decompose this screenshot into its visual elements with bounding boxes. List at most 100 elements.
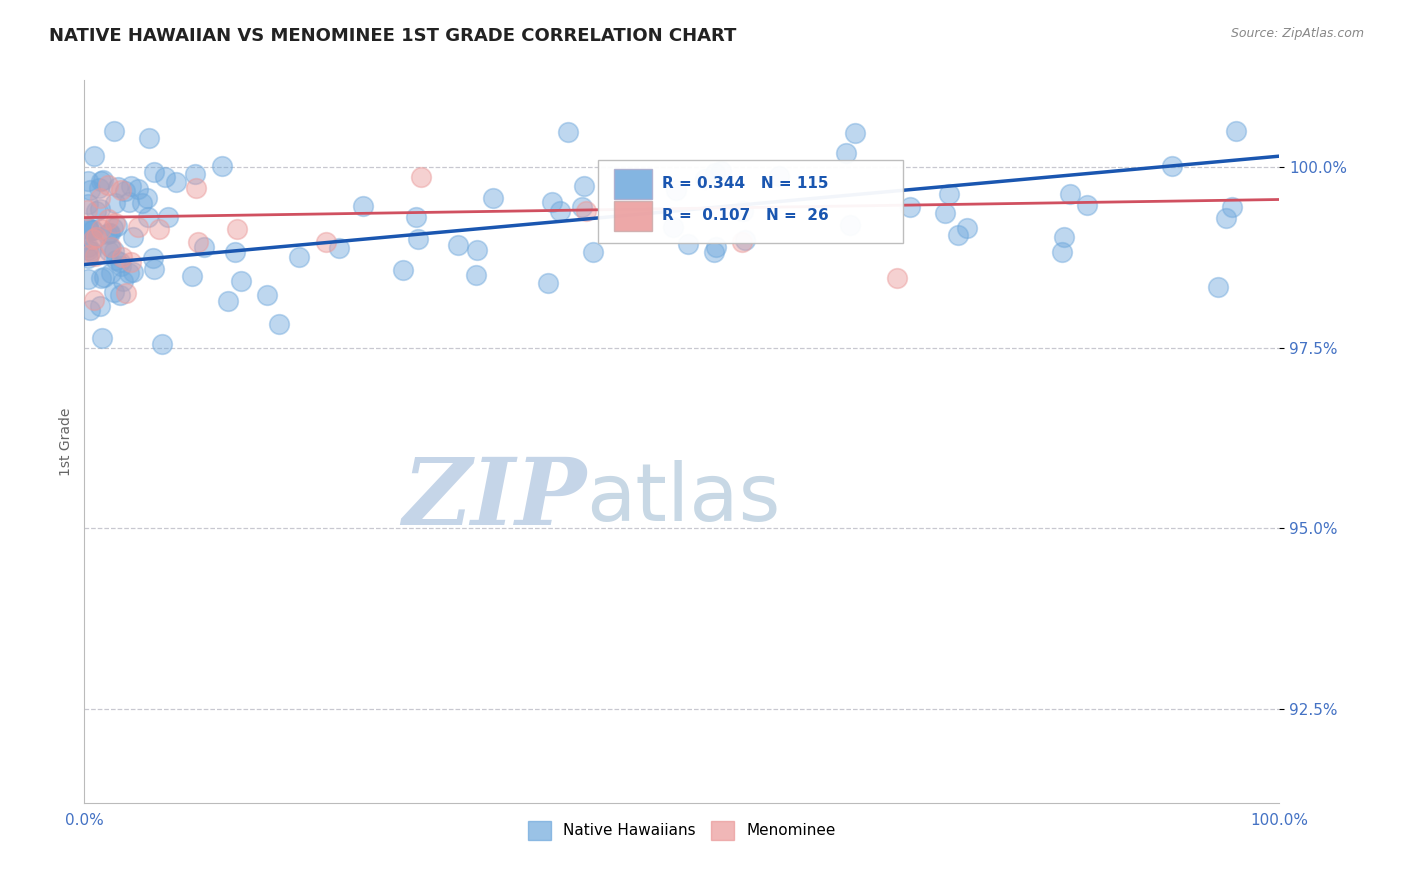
- Point: [79, 302, 101, 317]
- Point: [77, 174, 100, 188]
- Point: [82, 231, 104, 245]
- Point: [120, 255, 142, 269]
- Point: [405, 210, 427, 224]
- FancyBboxPatch shape: [599, 160, 903, 243]
- Point: [142, 251, 165, 265]
- Point: [77, 244, 100, 258]
- Point: [104, 195, 127, 210]
- Point: [768, 169, 790, 183]
- Point: [105, 219, 128, 234]
- Point: [77, 220, 100, 235]
- Point: [76, 203, 98, 218]
- Point: [704, 240, 727, 254]
- Text: Source: ZipAtlas.com: Source: ZipAtlas.com: [1230, 27, 1364, 40]
- Text: ZIP: ZIP: [402, 454, 586, 544]
- Text: R = 0.344   N = 115: R = 0.344 N = 115: [662, 176, 828, 191]
- Point: [582, 244, 605, 259]
- Point: [328, 241, 350, 255]
- Point: [898, 200, 921, 214]
- Point: [90, 174, 112, 188]
- Point: [136, 210, 159, 224]
- Point: [107, 180, 129, 194]
- Point: [89, 202, 111, 217]
- Point: [1059, 186, 1081, 201]
- Point: [731, 235, 754, 249]
- Point: [122, 265, 145, 279]
- Point: [82, 223, 104, 237]
- Point: [1225, 124, 1247, 138]
- Point: [83, 149, 105, 163]
- Text: NATIVE HAWAIIAN VS MENOMINEE 1ST GRADE CORRELATION CHART: NATIVE HAWAIIAN VS MENOMINEE 1ST GRADE C…: [49, 27, 737, 45]
- Point: [703, 245, 725, 260]
- Point: [108, 255, 131, 269]
- Point: [97, 211, 120, 226]
- Point: [704, 166, 727, 180]
- Point: [231, 274, 253, 288]
- Point: [89, 191, 111, 205]
- Point: [84, 204, 107, 219]
- Point: [267, 317, 290, 331]
- Point: [101, 220, 124, 235]
- Legend: Native Hawaiians, Menominee: Native Hawaiians, Menominee: [522, 815, 842, 846]
- Point: [138, 131, 160, 145]
- Point: [89, 299, 111, 313]
- Point: [77, 239, 100, 253]
- Point: [77, 221, 100, 235]
- Point: [108, 288, 131, 302]
- Point: [886, 271, 908, 285]
- Point: [733, 204, 755, 219]
- Point: [127, 182, 149, 196]
- Point: [156, 211, 179, 225]
- Point: [557, 125, 579, 139]
- Point: [110, 183, 132, 197]
- Point: [1215, 211, 1237, 226]
- Point: [148, 222, 170, 236]
- Point: [1076, 198, 1098, 212]
- Point: [84, 229, 107, 244]
- Point: [678, 237, 700, 252]
- Point: [575, 204, 598, 219]
- Point: [406, 232, 429, 246]
- Point: [90, 221, 112, 235]
- Point: [115, 285, 138, 300]
- Text: atlas: atlas: [586, 460, 780, 539]
- Point: [110, 259, 132, 273]
- Point: [572, 178, 595, 193]
- Point: [155, 169, 177, 184]
- Point: [97, 178, 120, 192]
- Text: R =  0.107   N =  26: R = 0.107 N = 26: [662, 208, 828, 223]
- Point: [315, 235, 337, 249]
- Point: [100, 240, 122, 254]
- Point: [87, 180, 110, 194]
- Point: [409, 169, 432, 184]
- Point: [1050, 245, 1073, 260]
- Point: [187, 235, 209, 250]
- Point: [392, 263, 415, 277]
- Point: [77, 251, 100, 265]
- Point: [83, 249, 105, 263]
- Point: [136, 191, 159, 205]
- Point: [80, 244, 103, 259]
- Point: [143, 164, 166, 178]
- Point: [193, 240, 215, 254]
- Point: [79, 183, 101, 197]
- Point: [114, 184, 136, 198]
- Point: [217, 294, 239, 309]
- Point: [548, 203, 571, 218]
- Point: [118, 194, 141, 209]
- Point: [143, 262, 166, 277]
- Point: [224, 245, 246, 260]
- Point: [111, 250, 134, 264]
- Point: [181, 269, 204, 284]
- Point: [104, 216, 127, 230]
- FancyBboxPatch shape: [614, 169, 652, 200]
- Point: [98, 240, 121, 254]
- Point: [211, 159, 233, 173]
- Point: [111, 274, 134, 288]
- Point: [695, 172, 717, 186]
- Point: [571, 200, 593, 214]
- Point: [91, 330, 114, 344]
- Point: [97, 244, 120, 259]
- Point: [98, 227, 121, 241]
- Point: [948, 228, 970, 243]
